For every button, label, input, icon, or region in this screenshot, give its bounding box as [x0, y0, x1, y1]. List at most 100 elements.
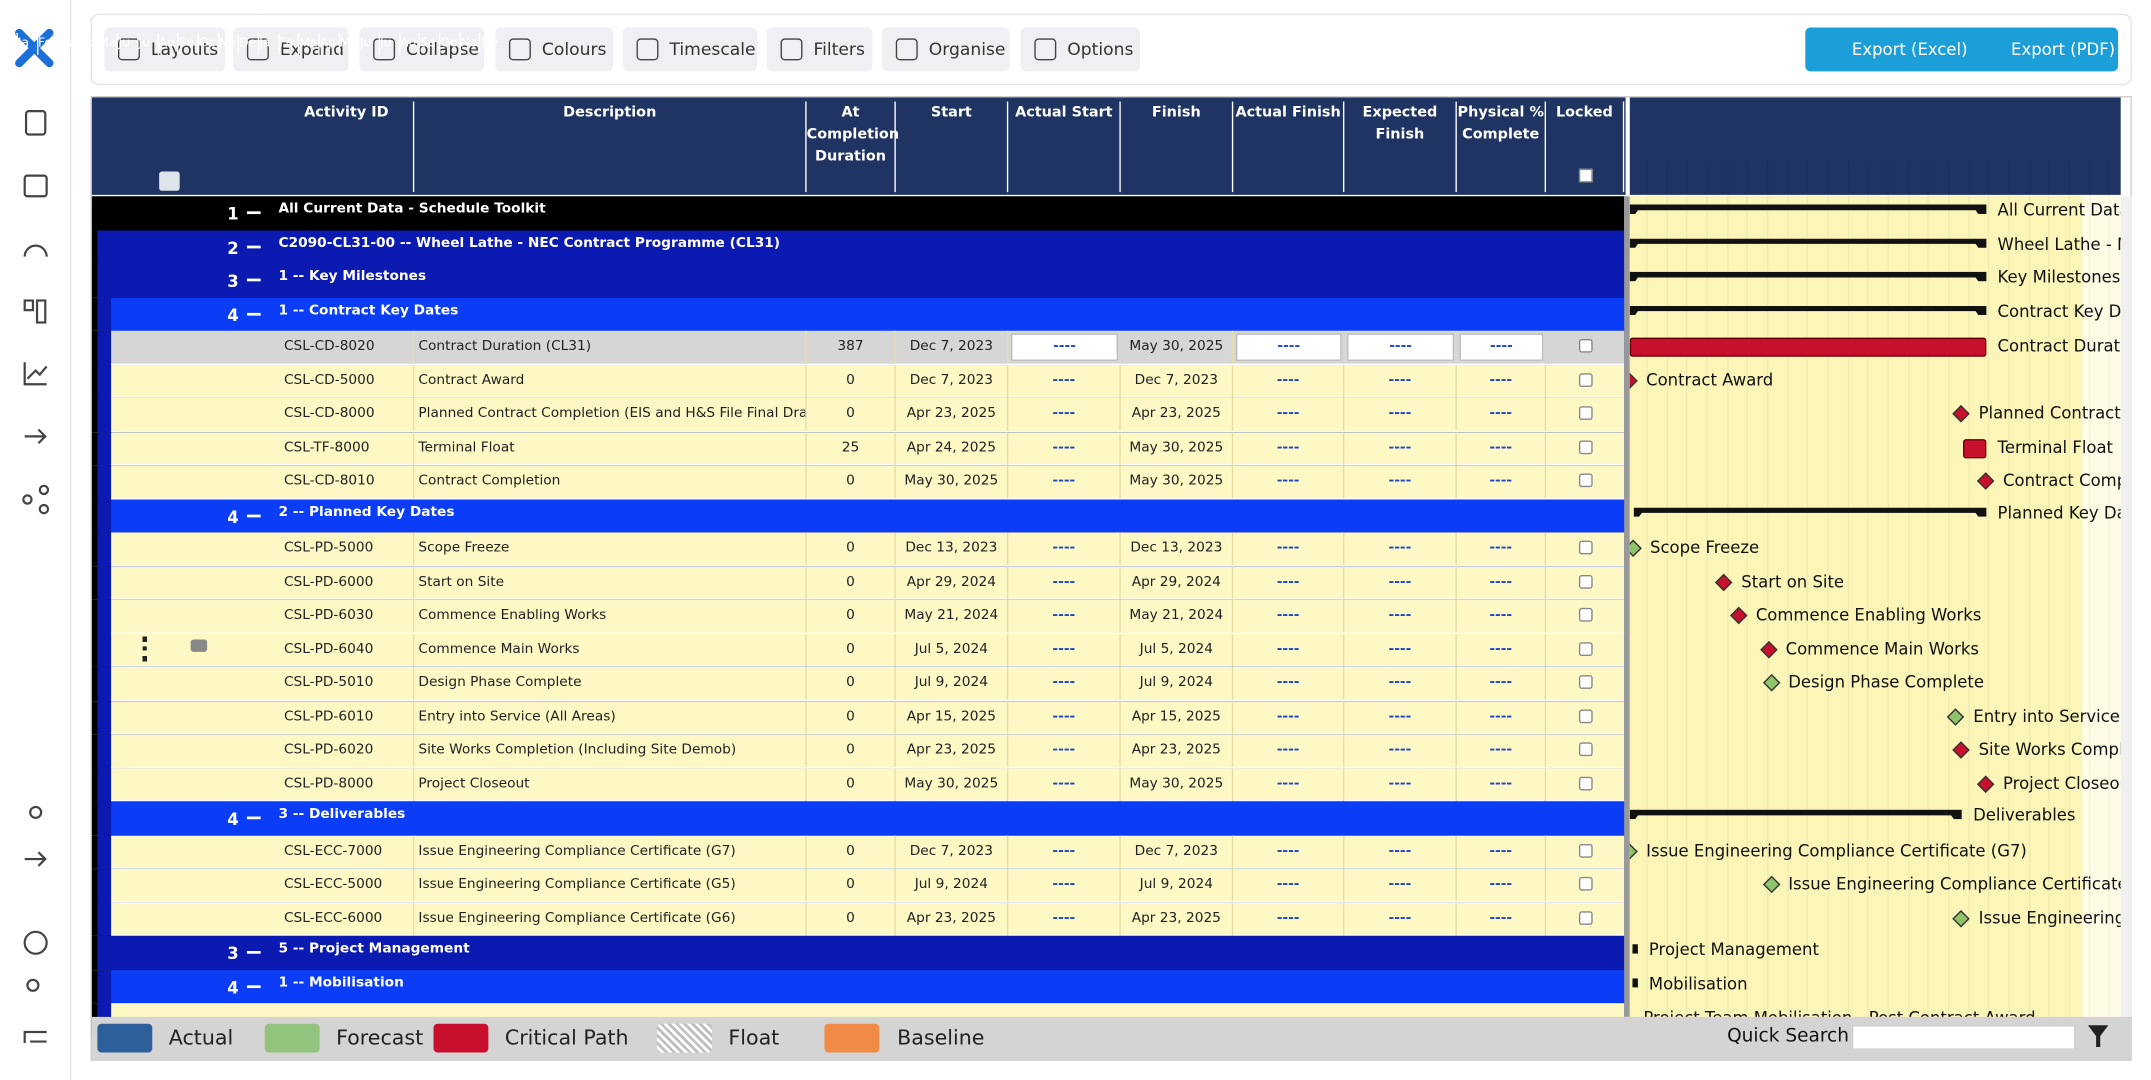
collapse-toggle[interactable] [246, 951, 261, 954]
lock-checkbox[interactable] [1578, 675, 1593, 689]
collapse-toggle[interactable] [246, 278, 261, 282]
table-header [91, 97, 1626, 195]
gantt-gridline [1847, 160, 1849, 1017]
toolbar-button[interactable]: Timescale [622, 27, 758, 72]
summary-label: Deliverables [1973, 805, 2076, 825]
lock-checkbox[interactable] [1578, 607, 1593, 622]
collapse-toggle[interactable] [246, 211, 261, 215]
cell: Jul 9, 2024 [896, 666, 1009, 700]
column-header[interactable]: Activity ID [280, 101, 415, 193]
toolbar-button[interactable]: Colours [495, 27, 614, 72]
lock-checkbox[interactable] [1578, 876, 1593, 891]
cell: Contract Duration (CL31) [414, 330, 807, 364]
lock-checkbox[interactable] [1578, 338, 1593, 353]
empty-value: ---- [1344, 868, 1457, 902]
lock-checkbox[interactable] [1578, 742, 1593, 757]
collapse-toggle[interactable] [246, 312, 261, 315]
empty-value: ---- [1008, 532, 1121, 566]
toolbar-button[interactable]: Organise [882, 27, 1010, 72]
group-label: C2090-CL31-00 -- Wheel Lathe - NEC Contr… [278, 235, 781, 251]
cell: Issue Engineering Compliance Certificate… [414, 902, 807, 936]
collapse-toggle[interactable] [246, 816, 261, 820]
lock-checkbox[interactable] [1578, 406, 1593, 420]
row-actions[interactable] [142, 636, 151, 662]
column-header[interactable]: Expected Finish [1344, 101, 1457, 193]
toolbar-button[interactable]: Filters [766, 27, 873, 72]
collapse-toggle[interactable] [246, 244, 261, 248]
timescale-month: Se [177, 32, 197, 55]
gantt-scrollbar [2120, 196, 2132, 1017]
export-button[interactable]: Export (Excel) [1851, 39, 1968, 60]
cell: Issue Engineering Compliance Certificate… [414, 835, 807, 868]
collapse-toggle[interactable] [246, 984, 261, 988]
cell: Jul 5, 2024 [1121, 633, 1234, 667]
column-header[interactable]: Actual Finish [1233, 101, 1345, 193]
gantt-gridline [1766, 160, 1769, 1017]
timescale-month: No [459, 32, 479, 55]
summary-bar [1630, 305, 1987, 315]
column-header[interactable]: Finish [1121, 101, 1234, 193]
cell: CSL-PD-8000 [280, 767, 415, 801]
lock-checkbox[interactable] [1578, 574, 1593, 589]
lock-checkbox[interactable] [1578, 473, 1593, 488]
summary-label: Key Milestones [1997, 267, 2121, 287]
comment-icon[interactable] [190, 639, 208, 652]
timescale-year: 2025 [257, 0, 499, 22]
column-header[interactable]: Start [896, 101, 1009, 193]
cell: 0 [807, 397, 896, 431]
empty-value: ---- [1344, 633, 1457, 667]
timescale-year: 2024 [16, 0, 257, 22]
collapse-toggle[interactable] [246, 513, 261, 517]
column-header[interactable]: Physical % Complete [1457, 101, 1547, 193]
cell: Dec 13, 2023 [896, 532, 1009, 566]
cell: CSL-CD-8000 [280, 397, 415, 431]
timescale-month: Au [398, 32, 419, 55]
lock-checkbox[interactable] [1578, 372, 1593, 387]
lock-checkbox[interactable] [1578, 708, 1593, 723]
cell: May 30, 2025 [1121, 767, 1234, 801]
lock-checkbox[interactable] [1578, 910, 1593, 925]
toolbar-button[interactable]: Options [1020, 27, 1140, 72]
empty-value: ---- [1008, 599, 1121, 633]
sidebar [0, 0, 72, 1080]
column-header[interactable]: Locked [1546, 101, 1625, 193]
cell: CSL-PD-6040 [280, 633, 415, 667]
row-band [104, 935, 1625, 970]
empty-value: ---- [1008, 767, 1121, 801]
timescale-month: Ma [298, 32, 318, 55]
cell: CSL-TF-8000 [280, 431, 415, 465]
timescale-month: Ap [318, 32, 338, 55]
column-header[interactable]: Actual Start [1008, 101, 1121, 193]
empty-value: ---- [1344, 835, 1457, 868]
cell: CSL-PD-6030 [280, 599, 415, 633]
toolbar-button[interactable]: Layouts [104, 27, 225, 72]
toolbar-button[interactable]: Collapse [359, 27, 485, 72]
empty-value: ---- [1233, 599, 1345, 633]
legend-label: Float [728, 1025, 780, 1050]
toolbar-button[interactable]: Expand [233, 27, 349, 72]
lock-checkbox[interactable] [1578, 843, 1593, 858]
lock-checkbox[interactable] [1578, 776, 1593, 790]
row-level: 4 [227, 809, 239, 829]
search-input[interactable] [1851, 1025, 2076, 1050]
button-icon [780, 38, 803, 61]
gantt-gridline [1706, 160, 1708, 1017]
lock-checkbox[interactable] [1578, 641, 1593, 656]
cell: CSL-PD-6020 [280, 734, 415, 768]
legend-bar [91, 1016, 2132, 1060]
cell: Dec 7, 2023 [896, 330, 1009, 364]
gantt-gridline [2048, 160, 2050, 1017]
empty-value: ---- [1457, 666, 1547, 700]
export-button[interactable]: Export (PDF) [2011, 39, 2116, 60]
button-icon [508, 38, 531, 61]
lock-checkbox[interactable] [1578, 540, 1593, 555]
group-label: 1 -- Key Milestones [278, 268, 427, 285]
column-header[interactable]: At Completion Duration [807, 101, 899, 193]
empty-value: ---- [1233, 767, 1345, 801]
lock-checkbox[interactable] [1578, 439, 1593, 454]
menu-button[interactable] [159, 171, 180, 191]
locked-checkbox[interactable] [1578, 168, 1593, 183]
group-label: 2 -- Planned Key Dates [278, 504, 455, 520]
column-header[interactable]: Description [414, 101, 807, 193]
cell: Apr 23, 2025 [1121, 734, 1234, 768]
